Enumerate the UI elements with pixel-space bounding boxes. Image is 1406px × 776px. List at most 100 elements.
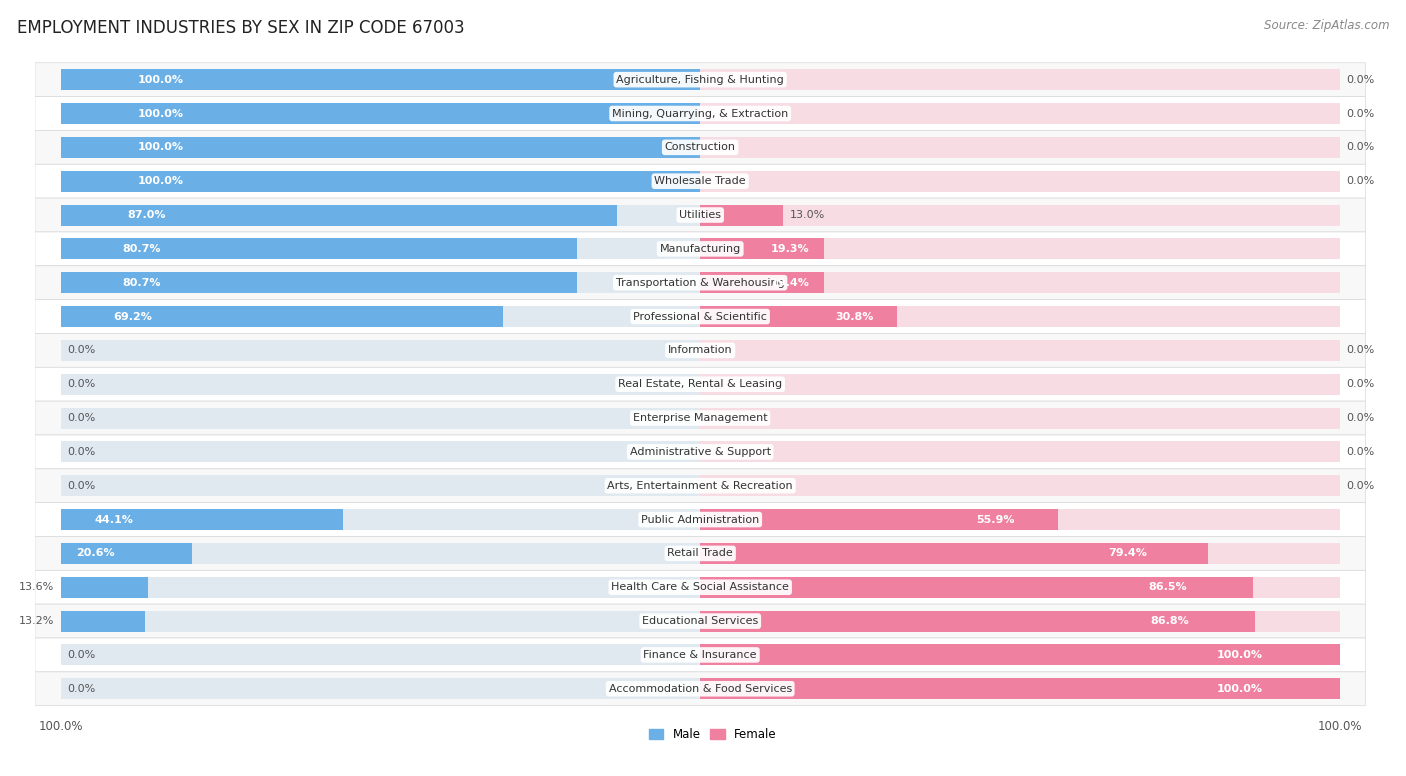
Bar <box>60 306 700 327</box>
FancyBboxPatch shape <box>35 367 1365 401</box>
FancyBboxPatch shape <box>35 605 1365 638</box>
Text: 55.9%: 55.9% <box>976 514 1015 525</box>
Bar <box>60 205 700 226</box>
Text: 0.0%: 0.0% <box>67 481 96 490</box>
Bar <box>60 238 700 259</box>
Text: 0.0%: 0.0% <box>1346 345 1375 355</box>
Bar <box>700 238 824 259</box>
Bar <box>700 340 1340 361</box>
Bar <box>700 407 1340 428</box>
Text: 69.2%: 69.2% <box>114 311 152 321</box>
Bar <box>60 407 700 428</box>
Text: 100.0%: 100.0% <box>1218 684 1263 694</box>
Bar <box>700 644 1340 665</box>
Text: Transportation & Warehousing: Transportation & Warehousing <box>616 278 785 288</box>
Bar <box>700 238 1340 259</box>
Text: 0.0%: 0.0% <box>1346 74 1375 85</box>
Text: Educational Services: Educational Services <box>643 616 758 626</box>
Bar <box>700 644 1340 665</box>
Text: 0.0%: 0.0% <box>1346 447 1375 457</box>
Bar <box>60 611 700 632</box>
Text: Mining, Quarrying, & Extraction: Mining, Quarrying, & Extraction <box>612 109 789 119</box>
Text: 13.0%: 13.0% <box>790 210 825 220</box>
Text: Wholesale Trade: Wholesale Trade <box>654 176 747 186</box>
Text: Source: ZipAtlas.com: Source: ZipAtlas.com <box>1264 19 1389 33</box>
Bar <box>60 69 700 90</box>
Text: 80.7%: 80.7% <box>122 278 160 288</box>
Bar <box>60 509 700 530</box>
Bar <box>700 272 1340 293</box>
Bar <box>700 475 1340 496</box>
Text: 19.3%: 19.3% <box>770 244 808 254</box>
Bar <box>700 69 1340 90</box>
Bar <box>60 103 700 124</box>
Text: 100.0%: 100.0% <box>138 176 183 186</box>
Text: Construction: Construction <box>665 142 735 152</box>
Text: Accommodation & Food Services: Accommodation & Food Services <box>609 684 792 694</box>
Text: Enterprise Management: Enterprise Management <box>633 413 768 423</box>
FancyBboxPatch shape <box>35 300 1365 334</box>
Bar <box>60 306 503 327</box>
Text: 100.0%: 100.0% <box>138 142 183 152</box>
Text: 100.0%: 100.0% <box>1218 650 1263 660</box>
Text: 80.7%: 80.7% <box>122 244 160 254</box>
Text: 13.2%: 13.2% <box>18 616 55 626</box>
Bar <box>60 171 700 192</box>
Text: EMPLOYMENT INDUSTRIES BY SEX IN ZIP CODE 67003: EMPLOYMENT INDUSTRIES BY SEX IN ZIP CODE… <box>17 19 464 37</box>
Bar <box>700 509 1057 530</box>
FancyBboxPatch shape <box>35 198 1365 232</box>
Text: 79.4%: 79.4% <box>1108 549 1147 559</box>
Text: 13.6%: 13.6% <box>18 582 55 592</box>
Bar <box>700 577 1254 598</box>
FancyBboxPatch shape <box>35 130 1365 165</box>
FancyBboxPatch shape <box>35 266 1365 300</box>
Text: 0.0%: 0.0% <box>1346 413 1375 423</box>
Text: 0.0%: 0.0% <box>1346 142 1375 152</box>
Text: Health Care & Social Assistance: Health Care & Social Assistance <box>612 582 789 592</box>
Bar <box>60 577 700 598</box>
Text: 86.8%: 86.8% <box>1150 616 1188 626</box>
Bar <box>60 611 145 632</box>
Bar <box>700 205 1340 226</box>
Text: 0.0%: 0.0% <box>1346 109 1375 119</box>
Text: Utilities: Utilities <box>679 210 721 220</box>
Text: 0.0%: 0.0% <box>1346 176 1375 186</box>
Text: 44.1%: 44.1% <box>94 514 134 525</box>
Bar <box>60 69 700 90</box>
FancyBboxPatch shape <box>35 672 1365 705</box>
FancyBboxPatch shape <box>35 165 1365 198</box>
Bar <box>60 272 700 293</box>
Text: Public Administration: Public Administration <box>641 514 759 525</box>
Bar <box>60 509 343 530</box>
Text: Retail Trade: Retail Trade <box>668 549 733 559</box>
Text: 87.0%: 87.0% <box>128 210 166 220</box>
Bar <box>700 374 1340 395</box>
FancyBboxPatch shape <box>35 63 1365 96</box>
Bar <box>60 644 700 665</box>
Bar <box>700 611 1340 632</box>
Text: 100.0%: 100.0% <box>138 109 183 119</box>
Bar <box>60 543 193 564</box>
Bar <box>60 678 700 699</box>
Bar <box>60 577 148 598</box>
Text: 100.0%: 100.0% <box>138 74 183 85</box>
Bar <box>700 678 1340 699</box>
Bar <box>60 272 576 293</box>
Bar <box>700 577 1340 598</box>
Text: 0.0%: 0.0% <box>1346 379 1375 390</box>
FancyBboxPatch shape <box>35 638 1365 672</box>
Text: Professional & Scientific: Professional & Scientific <box>633 311 768 321</box>
FancyBboxPatch shape <box>35 232 1365 266</box>
Bar <box>700 509 1340 530</box>
FancyBboxPatch shape <box>35 334 1365 367</box>
Text: Agriculture, Fishing & Hunting: Agriculture, Fishing & Hunting <box>616 74 785 85</box>
Text: Arts, Entertainment & Recreation: Arts, Entertainment & Recreation <box>607 481 793 490</box>
Bar <box>700 543 1340 564</box>
FancyBboxPatch shape <box>35 570 1365 605</box>
Bar <box>700 171 1340 192</box>
Bar <box>60 543 700 564</box>
Text: 20.6%: 20.6% <box>76 549 115 559</box>
Legend: Male, Female: Male, Female <box>650 728 776 741</box>
Text: 0.0%: 0.0% <box>67 650 96 660</box>
Text: 30.8%: 30.8% <box>835 311 873 321</box>
